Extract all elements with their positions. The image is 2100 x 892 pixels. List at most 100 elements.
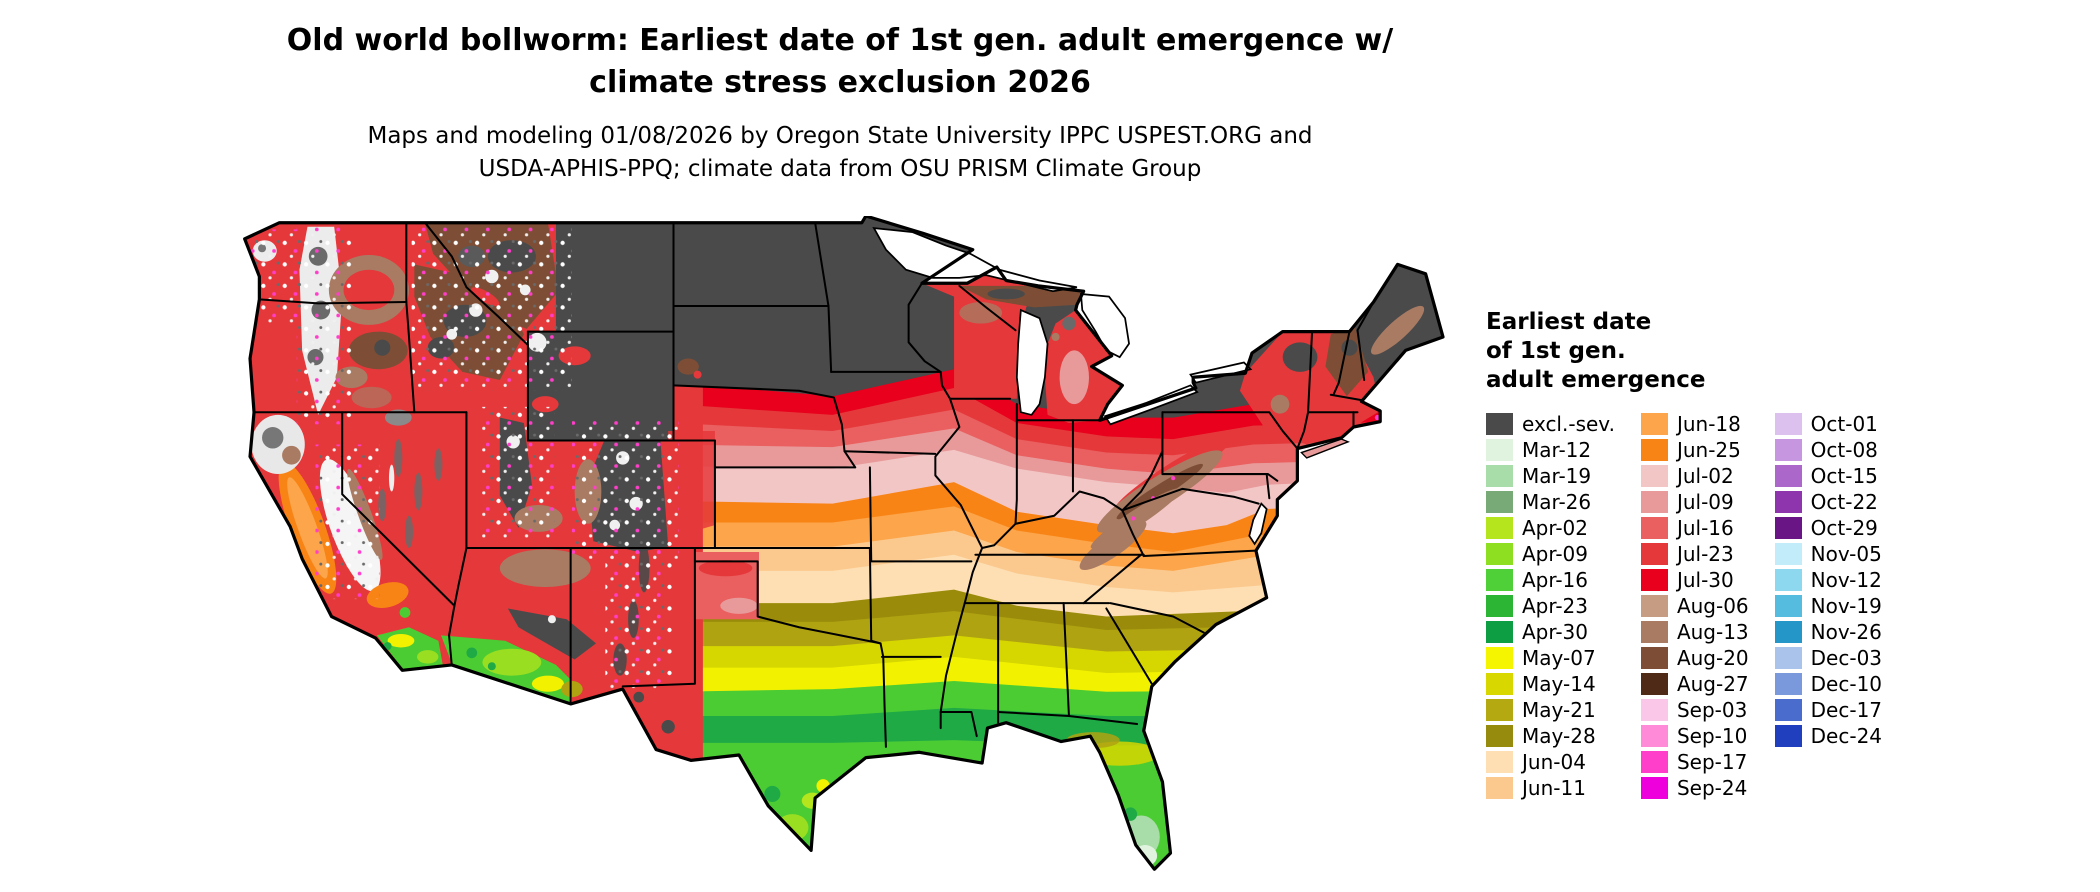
- legend-item: Aug-20: [1640, 645, 1749, 671]
- legend-label: Apr-02: [1522, 515, 1588, 540]
- conus-outline: [243, 216, 1445, 871]
- legend-item: Sep-10: [1640, 723, 1749, 749]
- legend-label: Oct-08: [1810, 437, 1878, 462]
- legend-swatch: [1774, 672, 1802, 695]
- legend-label: Nov-26: [1810, 619, 1882, 644]
- legend-item: May-07: [1486, 645, 1615, 671]
- us-emergence-map: [238, 216, 1447, 884]
- legend-swatch: [1486, 724, 1513, 747]
- legend-swatch: [1774, 412, 1802, 435]
- legend-swatch: [1486, 464, 1513, 487]
- legend-swatch: [1486, 776, 1513, 799]
- legend-column-3: Oct-01 Oct-08 Oct-15 Oct-22 Oct-29 Nov-05 Nov-…: [1774, 411, 1883, 749]
- legend-item: Jul-30: [1640, 567, 1749, 593]
- legend-item: Sep-03: [1640, 697, 1749, 723]
- legend-swatch: [1486, 594, 1513, 617]
- legend-title: Earliest date of 1st gen. adult emergenc…: [1486, 308, 2086, 395]
- page-title: Old world bollworm: Earliest date of 1st…: [0, 20, 1680, 104]
- legend-swatch: [1640, 724, 1668, 747]
- map-legend: Earliest date of 1st gen. adult emergenc…: [1486, 308, 2086, 801]
- legend-label: Sep-24: [1676, 775, 1748, 800]
- legend-swatch: [1640, 438, 1668, 461]
- legend-label: Aug-20: [1676, 645, 1749, 670]
- legend-swatch: [1640, 490, 1668, 513]
- legend-item: Nov-26: [1774, 619, 1882, 645]
- legend-label: Nov-19: [1810, 593, 1882, 618]
- legend-swatch: [1774, 542, 1802, 565]
- legend-label: Oct-01: [1810, 411, 1878, 436]
- map-raster-fills: [244, 216, 1443, 870]
- legend-label: excl.-sev.: [1522, 411, 1615, 436]
- legend-item: Jun-18: [1640, 411, 1749, 437]
- legend-item: Nov-12: [1774, 567, 1882, 593]
- legend-label: Jun-11: [1522, 775, 1586, 800]
- legend-swatch: [1486, 672, 1513, 695]
- legend-swatch: [1640, 646, 1668, 669]
- legend-swatch: [1486, 568, 1513, 591]
- legend-swatch: [1774, 490, 1802, 513]
- legend-swatch: [1640, 698, 1668, 721]
- legend-label: Dec-10: [1810, 671, 1883, 696]
- legend-item: Jul-09: [1640, 489, 1749, 515]
- legend-swatch: [1774, 594, 1802, 617]
- legend-item: Aug-06: [1640, 593, 1749, 619]
- legend-label: Mar-12: [1522, 437, 1592, 462]
- legend-label: Jul-02: [1676, 463, 1734, 488]
- page-subtitle: Maps and modeling 01/08/2026 by Oregon S…: [0, 120, 1680, 187]
- legend-label: Oct-29: [1810, 515, 1878, 540]
- legend-item: Apr-16: [1486, 567, 1615, 593]
- legend-label: Nov-12: [1810, 567, 1882, 592]
- state-borders: [253, 221, 1375, 748]
- legend-title-line3: adult emergence: [1486, 366, 1706, 393]
- legend-item: Sep-17: [1640, 749, 1749, 775]
- legend-label: May-28: [1522, 723, 1596, 748]
- legend-label: Sep-10: [1676, 723, 1748, 748]
- legend-item: Dec-10: [1774, 671, 1883, 697]
- legend-item: Oct-15: [1774, 463, 1882, 489]
- legend-item: May-28: [1486, 723, 1615, 749]
- legend-swatch: [1486, 542, 1513, 565]
- legend-item: Oct-22: [1774, 489, 1882, 515]
- legend-label: Mar-26: [1522, 489, 1592, 514]
- legend-label: Dec-24: [1810, 723, 1883, 748]
- conus-map-svg: [243, 216, 1445, 871]
- legend-column-1: excl.-sev. Mar-12 Mar-19 Mar-26 Apr-02 Apr-09…: [1486, 411, 1615, 801]
- legend-label: Nov-05: [1810, 541, 1882, 566]
- legend-swatch: [1774, 698, 1802, 721]
- legend-columns: excl.-sev. Mar-12 Mar-19 Mar-26 Apr-02 Apr-09…: [1486, 411, 2086, 801]
- legend-swatch: [1640, 516, 1668, 539]
- legend-label: Sep-17: [1676, 749, 1748, 774]
- legend-label: Apr-16: [1522, 567, 1588, 592]
- legend-swatch: [1774, 568, 1802, 591]
- legend-label: Jun-25: [1676, 437, 1741, 462]
- page-subtitle-line2: USDA-APHIS-PPQ; climate data from OSU PR…: [478, 156, 1202, 183]
- legend-item: Apr-02: [1486, 515, 1615, 541]
- legend-title-line1: Earliest date: [1486, 309, 1652, 335]
- legend-label: Jul-30: [1676, 567, 1734, 592]
- legend-label: May-21: [1522, 697, 1596, 722]
- legend-item: Sep-24: [1640, 775, 1749, 801]
- legend-item: Nov-19: [1774, 593, 1882, 619]
- legend-item: Oct-01: [1774, 411, 1882, 437]
- legend-label: Sep-03: [1676, 697, 1748, 722]
- long-island: [1300, 438, 1350, 459]
- legend-swatch: [1640, 776, 1668, 799]
- legend-swatch: [1640, 464, 1668, 487]
- legend-label: Oct-22: [1810, 489, 1878, 514]
- legend-swatch: [1486, 516, 1513, 539]
- legend-swatch: [1486, 490, 1513, 513]
- legend-label: Aug-13: [1676, 619, 1749, 644]
- legend-label: Dec-17: [1810, 697, 1883, 722]
- legend-label: Jul-09: [1676, 489, 1734, 514]
- legend-item: Apr-09: [1486, 541, 1615, 567]
- legend-swatch: [1640, 412, 1668, 435]
- legend-item: Jun-25: [1640, 437, 1749, 463]
- legend-swatch: [1486, 750, 1513, 773]
- legend-title-line2: of 1st gen.: [1486, 337, 1626, 364]
- page-title-line1: Old world bollworm: Earliest date of 1st…: [286, 23, 1394, 58]
- legend-item: Apr-23: [1486, 593, 1615, 619]
- legend-item: Aug-13: [1640, 619, 1749, 645]
- legend-label: May-14: [1522, 671, 1596, 696]
- legend-item: Dec-17: [1774, 697, 1883, 723]
- legend-item: Mar-12: [1486, 437, 1615, 463]
